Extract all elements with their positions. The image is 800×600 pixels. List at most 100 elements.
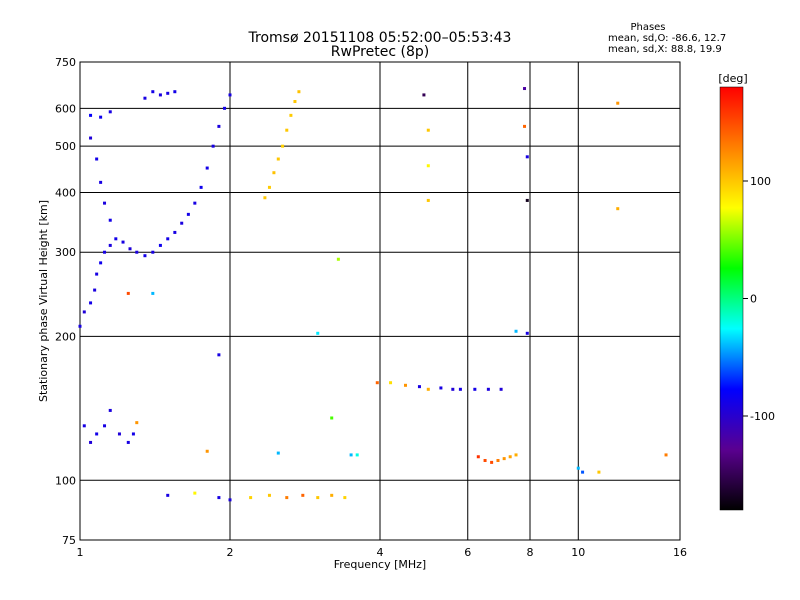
data-point xyxy=(103,250,107,254)
y-tick-label: 400 xyxy=(55,186,76,199)
y-tick-label: 750 xyxy=(55,56,76,69)
colorbar-tick-label: -100 xyxy=(750,410,775,423)
data-point xyxy=(126,291,130,295)
data-point xyxy=(95,157,99,161)
data-point xyxy=(78,324,82,328)
data-point xyxy=(473,387,477,391)
data-point xyxy=(143,96,147,100)
data-point xyxy=(289,113,293,117)
phases-o-stats: mean, sd,O: -86.6, 12.7 xyxy=(608,33,726,44)
data-point xyxy=(502,457,506,461)
data-point xyxy=(301,493,305,497)
data-point xyxy=(128,247,132,251)
data-point xyxy=(217,353,221,357)
data-point xyxy=(330,493,334,497)
data-point xyxy=(276,451,280,455)
data-point xyxy=(117,432,121,436)
data-point xyxy=(217,124,221,128)
data-point xyxy=(263,196,267,200)
data-point xyxy=(228,93,232,97)
data-point xyxy=(180,221,184,225)
data-point xyxy=(581,470,585,474)
data-point xyxy=(426,164,430,168)
data-point xyxy=(664,453,668,457)
data-point xyxy=(343,496,347,500)
y-tick-label: 500 xyxy=(55,140,76,153)
data-point xyxy=(267,185,271,189)
data-point xyxy=(135,250,139,254)
data-point xyxy=(121,240,125,244)
data-point xyxy=(131,432,135,436)
data-point xyxy=(486,387,490,391)
data-point xyxy=(126,440,130,444)
y-tick-label: 75 xyxy=(62,534,76,547)
data-point xyxy=(103,201,107,205)
data-point xyxy=(375,381,379,385)
phases-heading: Phases xyxy=(630,22,665,33)
data-point xyxy=(316,496,320,500)
data-point xyxy=(349,453,353,457)
data-point xyxy=(95,272,99,276)
data-point xyxy=(89,113,93,117)
data-point xyxy=(82,424,86,428)
data-point xyxy=(389,381,393,385)
data-point xyxy=(151,291,155,295)
data-point xyxy=(597,470,601,474)
data-point xyxy=(95,432,99,436)
data-point xyxy=(525,155,529,159)
data-point xyxy=(616,207,620,211)
data-point xyxy=(166,493,170,497)
data-point xyxy=(276,157,280,161)
data-point xyxy=(135,421,139,425)
chart-subtitle: RwPretec (8p) xyxy=(331,44,429,60)
data-point xyxy=(186,212,190,216)
data-point xyxy=(285,496,289,500)
y-axis-label: Stationary phase Virtual Height [km] xyxy=(37,200,50,402)
data-point xyxy=(158,93,162,97)
x-tick-label: 16 xyxy=(673,546,687,559)
data-point xyxy=(108,110,112,114)
data-point xyxy=(514,453,518,457)
data-point xyxy=(99,115,103,119)
x-tick-label: 4 xyxy=(377,546,384,559)
x-tick-label: 2 xyxy=(227,546,234,559)
data-point xyxy=(173,230,177,234)
data-point xyxy=(143,254,147,258)
data-point xyxy=(223,106,227,110)
colorbar-ticks: 100 0 -100 xyxy=(743,175,775,423)
data-point xyxy=(158,243,162,247)
data-point xyxy=(151,90,155,94)
data-point xyxy=(451,387,455,391)
data-point xyxy=(355,453,359,457)
y-tick-label: 600 xyxy=(55,102,76,115)
data-point xyxy=(426,128,430,132)
colorbar-tick-label: 0 xyxy=(750,293,757,306)
data-point xyxy=(173,90,177,94)
data-point xyxy=(483,458,487,462)
data-point xyxy=(490,460,494,464)
data-point xyxy=(166,237,170,241)
data-point xyxy=(166,91,170,95)
data-point xyxy=(514,329,518,333)
data-point xyxy=(193,491,197,495)
data-point xyxy=(199,185,203,189)
data-point xyxy=(293,100,297,104)
y-ticks: 75 100 200 300 400 500 600 750 xyxy=(55,56,76,547)
data-point xyxy=(82,310,86,314)
phases-box: Phases mean, sd,O: -86.6, 12.7 mean, sd,… xyxy=(608,22,726,55)
data-point xyxy=(89,136,93,140)
y-tick-label: 100 xyxy=(55,474,76,487)
chart-title: Tromsø 20151108 05:52:00–05:53:43 xyxy=(248,30,512,46)
data-point xyxy=(193,201,197,205)
data-point xyxy=(108,218,112,222)
data-point xyxy=(217,496,221,500)
colorbar-tick-label: 100 xyxy=(750,175,771,188)
data-point xyxy=(281,144,285,148)
x-ticks: 1 2 4 6 8 10 16 xyxy=(77,546,688,559)
data-point xyxy=(330,416,334,420)
grid-layer xyxy=(80,62,680,540)
colorbar xyxy=(719,86,744,511)
data-point xyxy=(499,387,503,391)
data-point xyxy=(422,93,426,97)
